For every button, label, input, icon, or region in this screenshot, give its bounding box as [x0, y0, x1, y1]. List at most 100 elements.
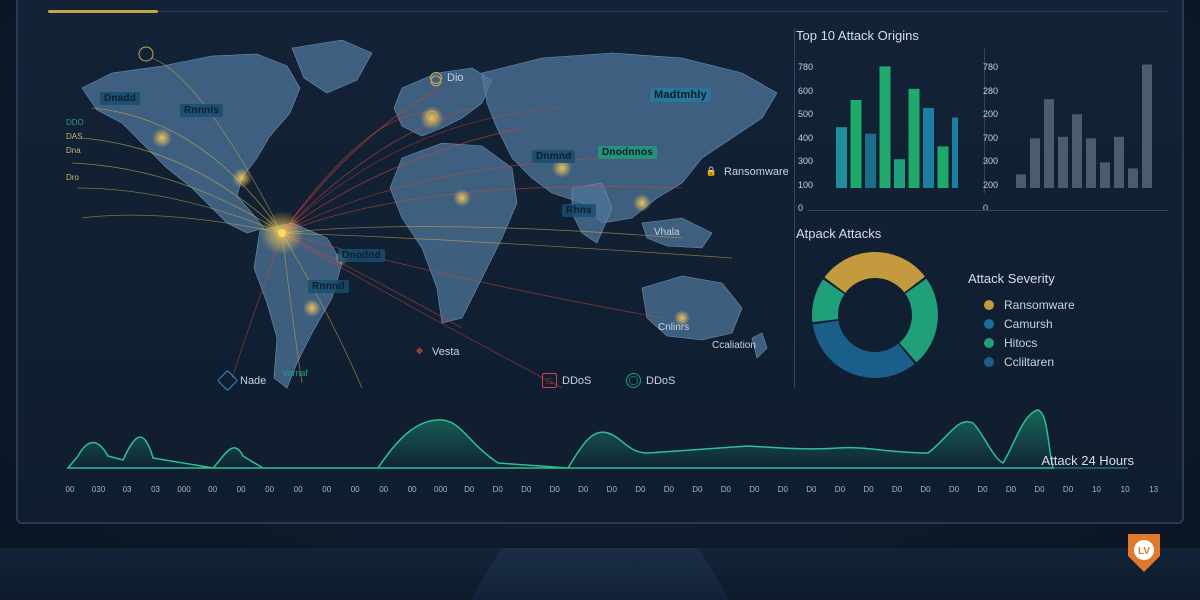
x-tick: 03 — [151, 485, 160, 494]
dio-tag[interactable]: Dio — [430, 72, 464, 84]
cnlinrs-tag: Cnlinrs — [658, 322, 690, 333]
legend-swatch — [984, 299, 994, 310]
donut-slice[interactable] — [812, 279, 845, 323]
x-tick: D0 — [635, 485, 646, 494]
bar[interactable] — [952, 117, 958, 188]
x-tick: 10 — [1092, 485, 1102, 494]
x-tick: D0 — [806, 485, 817, 494]
y-tick: 280 — [983, 85, 999, 96]
world-attack-map[interactable]: Dnadd Madtmhly Rnnnls Dnodnnos Dnmnd Rhn… — [42, 18, 789, 418]
legend-swatch — [984, 337, 994, 348]
map-region-label: Madtmhly — [650, 88, 711, 102]
side-label: DAS — [66, 132, 83, 141]
bar[interactable] — [1072, 114, 1082, 188]
donut-slice[interactable] — [899, 278, 938, 363]
bar[interactable] — [1058, 136, 1068, 188]
x-tick: D0 — [549, 485, 560, 494]
side-label: Dna — [66, 146, 81, 155]
x-tick: D0 — [948, 485, 960, 494]
map-region-label: Rnnnls — [180, 104, 224, 117]
logo-text: LV — [1138, 546, 1150, 557]
x-tick: 00 — [236, 485, 246, 494]
donut-slice[interactable] — [824, 252, 925, 293]
x-tick: D0 — [521, 485, 532, 494]
timeline-title: Attack 24 Hours — [1041, 453, 1135, 468]
x-tick: D0 — [977, 485, 988, 494]
header-divider — [158, 11, 1168, 12]
y-tick: 700 — [983, 132, 999, 143]
x-tick: 03 — [122, 485, 132, 494]
legend-item[interactable]: Hitocs — [984, 333, 1075, 352]
bar[interactable] — [894, 159, 905, 188]
attacks-panel-title: Atpack Attacks — [796, 226, 882, 241]
bar[interactable] — [865, 133, 876, 188]
y-tick: 200 — [983, 179, 999, 190]
brand-logo[interactable]: LV — [1124, 530, 1164, 574]
legend-item[interactable]: Ccliltaren — [984, 352, 1075, 371]
bar[interactable] — [937, 146, 949, 188]
bar[interactable] — [1030, 138, 1040, 188]
bar[interactable] — [850, 100, 862, 188]
x-tick: 00 — [350, 485, 360, 494]
ransomware-tag[interactable]: 🔒 Ransomware — [705, 165, 789, 178]
chart-divider — [984, 48, 985, 193]
bar-y-axis: 780 600 500 400 300 100 0 — [798, 62, 813, 227]
x-tick: D0 — [578, 485, 589, 494]
bar[interactable] — [836, 127, 847, 188]
x-tick: D0 — [663, 485, 674, 494]
bar[interactable] — [923, 108, 934, 188]
ddos-green-tag[interactable]: ◯ DDoS — [626, 373, 675, 388]
attack-timeline-chart[interactable] — [48, 398, 1158, 478]
x-tick: 13 — [1149, 485, 1159, 494]
target-icon — [430, 72, 442, 84]
donut-slice[interactable] — [812, 320, 915, 378]
x-tick: 00 — [65, 485, 75, 494]
top-attacks-title: Top 10 Attack Origins — [796, 28, 919, 43]
logo-circle — [1134, 540, 1154, 560]
legend-item[interactable]: Ransomware — [984, 295, 1075, 314]
dashboard-screen: Dnadd Madtmhly Rnnnls Dnodnnos Dnmnd Rhn… — [16, 0, 1184, 524]
x-tick: 00 — [293, 485, 303, 494]
y-tick: 600 — [798, 85, 814, 96]
severity-title: Attack Severity — [968, 271, 1055, 286]
bar[interactable] — [1086, 138, 1096, 188]
x-tick: 00 — [208, 485, 218, 494]
side-label: Dro — [66, 173, 79, 182]
gray-bar-chart[interactable] — [998, 58, 1158, 190]
vesta-tag[interactable]: ❖ Vesta — [412, 344, 459, 359]
ddos-red-tag[interactable]: □ DDoS — [542, 373, 591, 388]
x-tick: D0 — [492, 485, 503, 494]
legend-item[interactable]: Camursh — [984, 314, 1075, 333]
y-tick: 300 — [798, 156, 814, 166]
legend-swatch — [984, 318, 994, 329]
green-small-tag: Varnaf — [282, 368, 308, 378]
bar[interactable] — [879, 66, 891, 188]
diamond-icon — [216, 369, 239, 392]
side-label: DDO — [66, 118, 84, 127]
map-region-label: Rnnnd — [308, 280, 349, 293]
x-tick: D0 — [834, 485, 846, 494]
monitor-stand-base — [470, 548, 730, 600]
section-divider — [808, 210, 1168, 211]
nade-tag[interactable]: Nade — [216, 369, 266, 392]
x-tick: 000 — [434, 485, 448, 494]
x-tick: 030 — [91, 485, 106, 494]
bar[interactable] — [1100, 162, 1110, 188]
legend-swatch — [984, 356, 994, 367]
bar[interactable] — [908, 88, 920, 188]
severity-legend: Ransomware Camursh Hitocs Ccliltaren — [984, 295, 1075, 371]
map-region-label: Dnmnd — [532, 150, 576, 163]
attack-origins-bar-chart[interactable] — [818, 58, 958, 190]
bar[interactable] — [1128, 168, 1138, 188]
bar-y-axis-2: 780 280 200 700 300 200 0 — [983, 62, 998, 227]
x-tick: D0 — [606, 485, 617, 494]
server-icon: □ — [542, 373, 557, 388]
y-tick: 400 — [798, 132, 814, 143]
x-tick: D0 — [891, 485, 903, 494]
map-region-label: Dnodnnos — [598, 146, 658, 159]
bar[interactable] — [1044, 99, 1054, 188]
attack-severity-donut[interactable] — [810, 250, 940, 380]
bar[interactable] — [1142, 64, 1152, 188]
bar[interactable] — [1016, 174, 1026, 188]
bar[interactable] — [1114, 136, 1124, 188]
